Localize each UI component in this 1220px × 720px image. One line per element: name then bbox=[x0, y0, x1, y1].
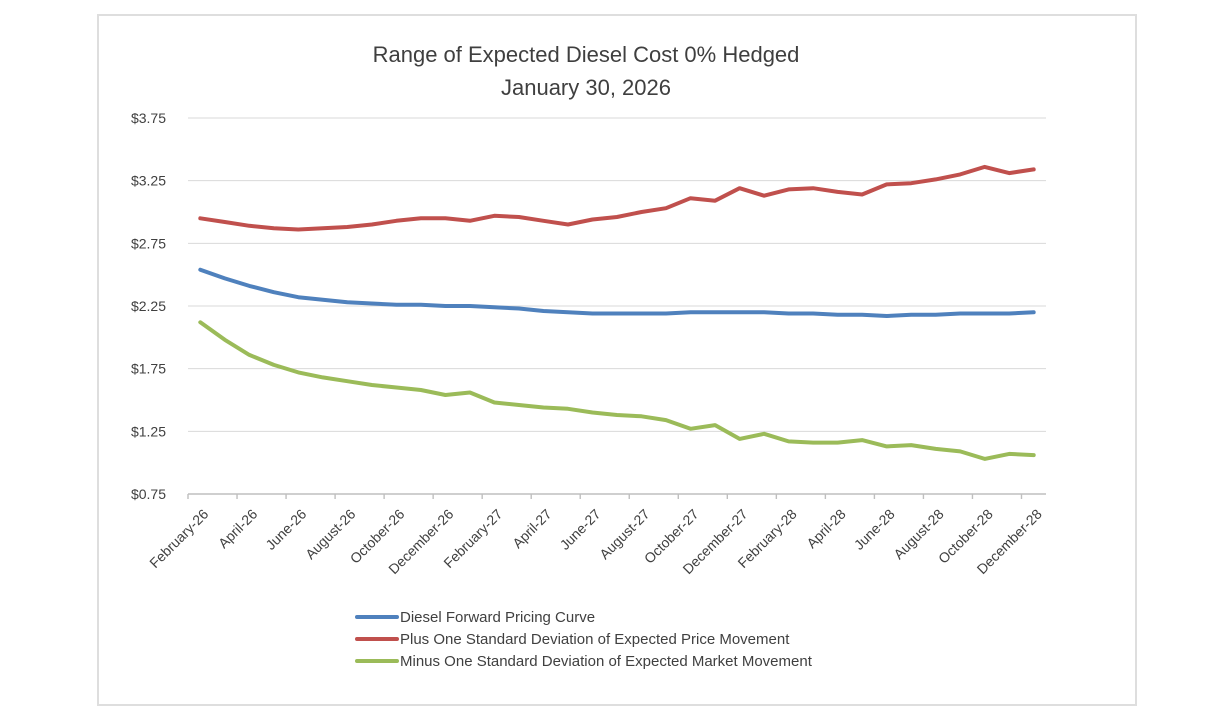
legend-label: Diesel Forward Pricing Curve bbox=[400, 609, 595, 626]
series-line-0 bbox=[198, 267, 1036, 318]
legend-label: Minus One Standard Deviation of Expected… bbox=[400, 653, 813, 670]
y-tick-label: $2.75 bbox=[131, 235, 166, 251]
legend: Diesel Forward Pricing Curve Plus One Sta… bbox=[355, 609, 813, 670]
chart-subtitle: January 30, 2026 bbox=[501, 75, 671, 100]
axis-layer bbox=[187, 493, 1046, 499]
x-tick-label: June-26 bbox=[262, 506, 309, 553]
y-tick-label: $3.75 bbox=[131, 110, 166, 126]
series-line-2 bbox=[198, 320, 1036, 461]
series-line-1 bbox=[198, 164, 1036, 232]
grid-layer bbox=[188, 117, 1046, 432]
y-tick-label: $1.75 bbox=[131, 361, 166, 377]
y-tick-label: $1.25 bbox=[131, 423, 166, 439]
x-tick-label: February-26 bbox=[146, 506, 211, 571]
y-tick-label: $0.75 bbox=[131, 486, 166, 502]
x-tick-label: April-26 bbox=[215, 506, 261, 552]
y-tick-label: $2.25 bbox=[131, 298, 166, 314]
x-tick-label: April-28 bbox=[803, 506, 849, 552]
chart-card bbox=[97, 14, 1137, 706]
series-layer bbox=[198, 164, 1036, 461]
legend-label: Plus One Standard Deviation of Expected … bbox=[400, 631, 790, 648]
chart-title: Range of Expected Diesel Cost 0% Hedged bbox=[373, 42, 800, 67]
x-tick-label: April-27 bbox=[509, 506, 555, 552]
label-layer: $3.75 $3.25 $2.75 $2.25 $1.75 $1.25 $0.75 Febru… bbox=[131, 110, 1045, 577]
x-tick-label: June-27 bbox=[557, 506, 604, 553]
y-tick-label: $3.25 bbox=[131, 173, 166, 189]
x-tick-label: June-28 bbox=[851, 506, 898, 553]
